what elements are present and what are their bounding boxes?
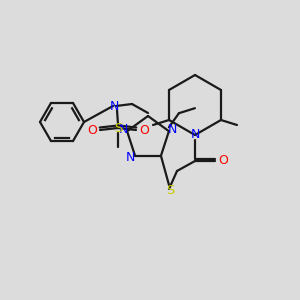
Text: O: O <box>87 124 97 136</box>
Text: N: N <box>109 100 119 112</box>
Text: S: S <box>166 184 174 196</box>
Text: N: N <box>118 123 128 136</box>
Text: N: N <box>190 128 200 142</box>
Text: O: O <box>139 124 149 136</box>
Text: N: N <box>168 123 178 136</box>
Text: S: S <box>114 122 122 134</box>
Text: N: N <box>125 151 135 164</box>
Text: O: O <box>218 154 228 167</box>
